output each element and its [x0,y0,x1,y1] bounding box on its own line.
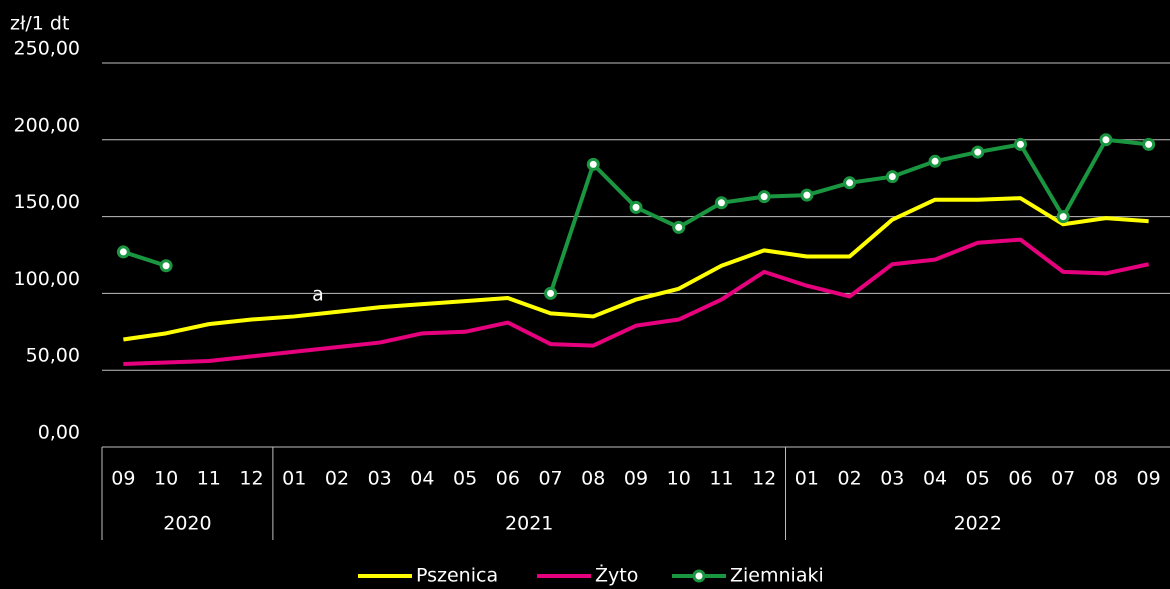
x-tick-label: 01 [282,468,306,490]
x-tick-label: 09 [1137,468,1161,490]
x-tick-label: 09 [624,468,648,490]
x-tick-label: 12 [752,468,776,490]
point-marker [116,245,130,259]
annotation: a [312,284,324,306]
point-marker [544,286,558,300]
y-axis-label: zł/1 dt [10,13,69,35]
year-label: 2022 [954,513,1002,535]
x-tick-label: 06 [496,468,520,490]
series-line [123,196,1149,342]
x-tick-label: 07 [538,468,562,490]
series-line [123,237,1150,367]
x-tick-label: 02 [838,468,862,490]
x-tick-label: 11 [709,468,733,490]
point-marker [800,188,814,202]
x-tick-label: 03 [880,468,904,490]
point-marker [672,220,686,234]
legend-label: Pszenica [416,565,498,587]
x-tick-label: 04 [410,468,434,490]
y-tick-label: 0,00 [38,422,80,444]
x-tick-label: 08 [581,468,605,490]
point-marker [714,196,728,210]
year-label: 2021 [505,513,553,535]
point-marker [1142,137,1156,151]
x-tick-label: 11 [197,468,221,490]
point-marker [843,176,857,190]
legend-marker [692,569,706,583]
x-tick-label: 08 [1094,468,1118,490]
x-tick-label: 03 [368,468,392,490]
point-marker [159,259,173,273]
y-tick-label: 200,00 [14,114,80,136]
x-tick-label: 01 [795,468,819,490]
y-tick-label: 50,00 [26,345,80,367]
x-tick-label: 07 [1051,468,1075,490]
year-label: 2020 [163,513,211,535]
x-tick-label: 06 [1008,468,1032,490]
y-tick-label: 250,00 [14,38,80,60]
point-marker [629,200,643,214]
point-marker [1056,210,1070,224]
x-tick-label: 10 [667,468,691,490]
y-tick-label: 150,00 [14,191,80,213]
x-tick-label: 09 [111,468,135,490]
y-tick-label: 100,00 [14,268,80,290]
x-tick-label: 10 [154,468,178,490]
point-marker [586,157,600,171]
point-marker [885,170,899,184]
point-marker [1099,133,1113,147]
x-tick-label: 05 [966,468,990,490]
x-tick-label: 12 [239,468,263,490]
point-marker [928,154,942,168]
legend-label: Ziemniaki [730,565,824,587]
point-marker [1013,137,1027,151]
x-tick-label: 02 [325,468,349,490]
point-marker [757,190,771,204]
x-tick-label: 05 [453,468,477,490]
legend-label: Żyto [595,564,638,587]
x-tick-label: 04 [923,468,947,490]
point-marker [971,145,985,159]
